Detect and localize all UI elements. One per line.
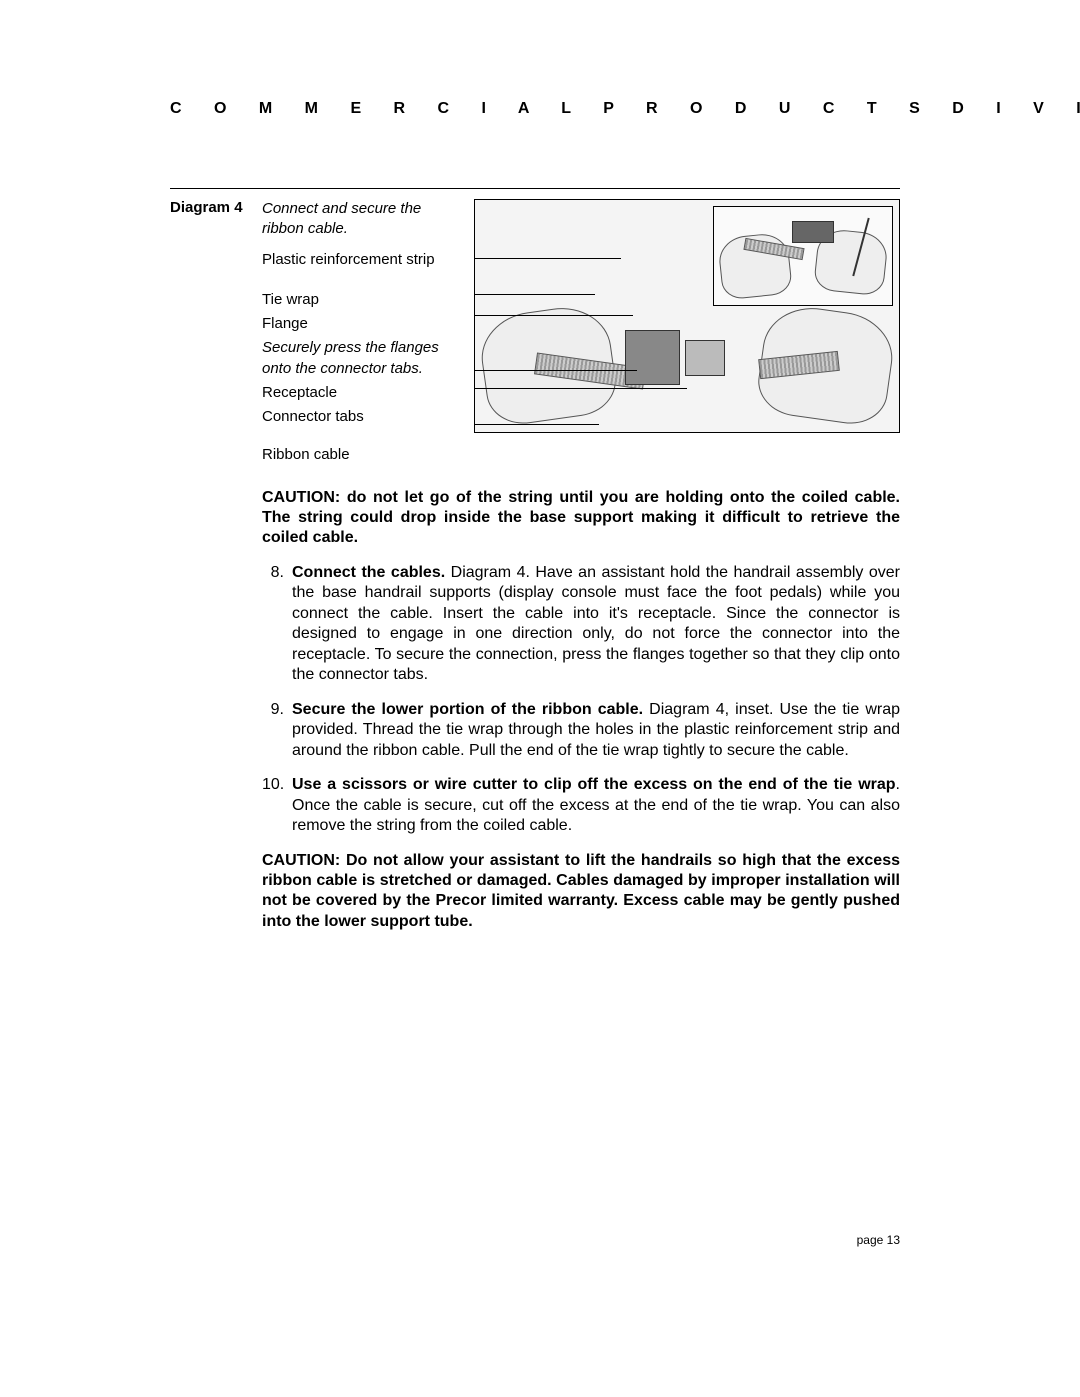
diagram-label: Diagram 4 [170, 199, 250, 216]
callout-receptacle: Receptacle [262, 383, 462, 403]
step-num: 8. [262, 563, 292, 686]
step-title: Connect the cables. [292, 564, 445, 581]
callout-flange: Flange [262, 314, 462, 334]
diagram-caption: Connect and secure the ribbon cable. [262, 199, 462, 240]
step-title: Use a scissors or wire cutter to clip of… [292, 776, 896, 793]
diagram-illustration [474, 199, 900, 433]
page-header: C O M M E R C I A L P R O D U C T S D I … [170, 100, 900, 118]
caution-2: CAUTION: Do not allow your assistant to … [262, 851, 900, 933]
header-divider [170, 188, 900, 189]
step-8: 8. Connect the cables. Diagram 4. Have a… [262, 563, 900, 686]
caution-1: CAUTION: do not let go of the string unt… [262, 488, 900, 549]
callout-flange-note: Securely press the flanges onto the conn… [262, 338, 462, 379]
diagram-inset [713, 206, 893, 306]
callout-tiewrap: Tie wrap [262, 290, 462, 310]
diagram-4: Diagram 4 Connect and secure the ribbon … [170, 199, 900, 470]
callout-tabs: Connector tabs [262, 407, 462, 427]
step-num: 10. [262, 775, 292, 836]
step-10: 10. Use a scissors or wire cutter to cli… [262, 775, 900, 836]
callout-ribbon: Ribbon cable [262, 445, 462, 465]
step-9: 9. Secure the lower portion of the ribbo… [262, 700, 900, 761]
callout-plastic: Plastic reinforcement strip [262, 250, 462, 270]
step-num: 9. [262, 700, 292, 761]
step-title: Secure the lower portion of the ribbon c… [292, 701, 643, 718]
page-number: page 13 [857, 1233, 900, 1247]
step-text: Diagram 4. Have an assistant hold the ha… [292, 564, 900, 683]
